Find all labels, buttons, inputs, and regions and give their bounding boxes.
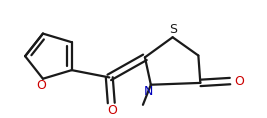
Text: N: N	[144, 85, 154, 98]
Text: O: O	[36, 79, 46, 92]
Text: O: O	[234, 75, 244, 88]
Text: S: S	[170, 23, 178, 36]
Text: O: O	[107, 104, 117, 117]
